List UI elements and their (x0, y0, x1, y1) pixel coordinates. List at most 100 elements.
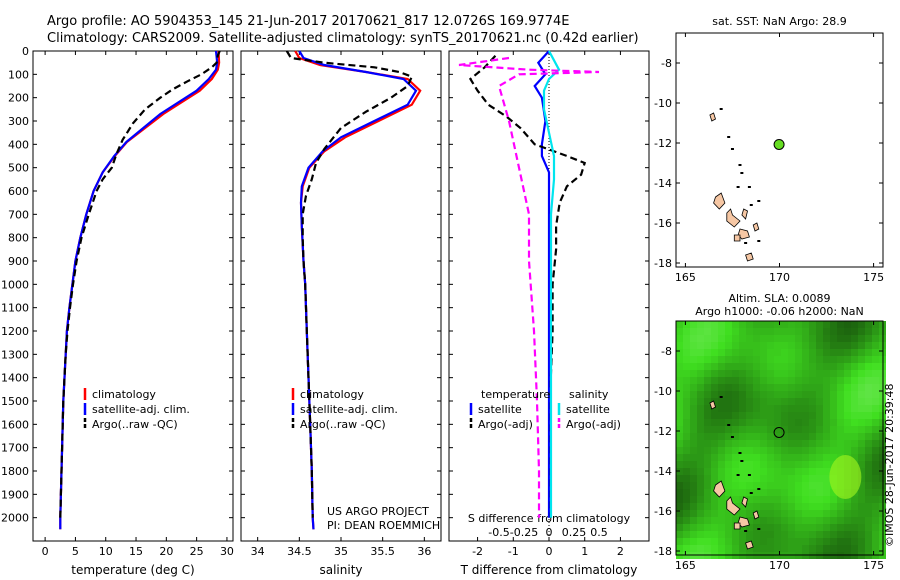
sla-cell (767, 349, 774, 356)
sla-cell (676, 391, 683, 398)
sla-cell (851, 496, 858, 503)
sla-cell (795, 503, 802, 510)
sla-cell (816, 342, 823, 349)
sla-cell (753, 356, 760, 363)
sla-cell (781, 419, 788, 426)
sla-cell (858, 349, 865, 356)
sla-cell (781, 489, 788, 496)
sla-cell (753, 461, 760, 468)
sla-cell (739, 433, 746, 440)
lat-tick-label: -10 (654, 385, 672, 398)
islet (744, 530, 748, 532)
sla-cell (872, 440, 879, 447)
sla-cell (767, 489, 774, 496)
sla-cell (837, 419, 844, 426)
depth-tick-label: 1300 (1, 348, 29, 361)
sla-cell (690, 503, 697, 510)
sla-cell (865, 384, 872, 391)
sla-cell (865, 349, 872, 356)
sla-cell (711, 419, 718, 426)
map-subtitle: Argo h1000: -0.06 h2000: NaN (695, 305, 864, 318)
islet (740, 172, 744, 174)
sla-cell (802, 412, 809, 419)
sla-cell (690, 377, 697, 384)
sla-cell (767, 398, 774, 405)
sla-cell (830, 433, 837, 440)
sla-cell (830, 524, 837, 531)
sla-cell (683, 356, 690, 363)
sla-cell (739, 363, 746, 370)
sla-cell (683, 496, 690, 503)
sla-cell (746, 468, 753, 475)
sla-cell (711, 440, 718, 447)
sla-cell (711, 447, 718, 454)
depth-tick-label: 400 (8, 138, 29, 151)
sla-cell (690, 489, 697, 496)
sla-cell (697, 496, 704, 503)
sla-cell (739, 482, 746, 489)
sla-cell (711, 468, 718, 475)
sla-cell (802, 475, 809, 482)
sla-cell (767, 468, 774, 475)
sla-cell (802, 468, 809, 475)
x-tick-label: 35 (334, 545, 348, 558)
sla-cell (809, 391, 816, 398)
sla-cell (760, 517, 767, 524)
sla-cell (753, 531, 760, 538)
sla-cell (781, 531, 788, 538)
sla-cell (683, 468, 690, 475)
sla-cell (697, 426, 704, 433)
sla-cell (746, 328, 753, 335)
sla-cell (718, 342, 725, 349)
sla-cell (683, 517, 690, 524)
sla-cell (753, 489, 760, 496)
islet (738, 164, 742, 166)
sla-cell (851, 377, 858, 384)
sla-cell (690, 524, 697, 531)
sla-cell (690, 342, 697, 349)
sla-cell (788, 377, 795, 384)
sla-cell (760, 370, 767, 377)
sla-cell (746, 398, 753, 405)
sla-cell (858, 461, 865, 468)
sla-cell (823, 370, 830, 377)
sla-cell (711, 398, 718, 405)
sla-cell (802, 384, 809, 391)
sla-cell (858, 517, 865, 524)
sla-cell (725, 405, 732, 412)
sla-cell (732, 419, 739, 426)
sla-cell (816, 454, 823, 461)
sla-cell (725, 531, 732, 538)
sla-cell (732, 370, 739, 377)
lon-tick-label: 165 (675, 559, 696, 572)
sla-cell (823, 447, 830, 454)
sla-cell (739, 461, 746, 468)
x-tick-label: 34 (251, 545, 265, 558)
sla-cell (690, 321, 697, 328)
sla-cell (739, 356, 746, 363)
sla-cell (851, 419, 858, 426)
sla-cell (858, 475, 865, 482)
depth-tick-label: 0 (22, 45, 29, 58)
sla-cell (690, 545, 697, 552)
sla-cell (704, 391, 711, 398)
lat-tick-label: -14 (654, 177, 672, 190)
sla-cell (865, 440, 872, 447)
sla-cell (690, 426, 697, 433)
sla-cell (816, 412, 823, 419)
islet (749, 492, 753, 494)
sla-cell (725, 377, 732, 384)
sla-cell (683, 419, 690, 426)
lat-tick-label: -18 (654, 545, 672, 558)
sla-cell (837, 342, 844, 349)
islet (747, 186, 751, 188)
lon-tick-label: 175 (863, 271, 884, 284)
sla-cell (795, 447, 802, 454)
sla-cell (795, 398, 802, 405)
sla-cell (676, 412, 683, 419)
sla-cell (690, 510, 697, 517)
sla-cell (788, 328, 795, 335)
sla-cell (774, 356, 781, 363)
sla-cell (739, 447, 746, 454)
sla-cell (774, 447, 781, 454)
